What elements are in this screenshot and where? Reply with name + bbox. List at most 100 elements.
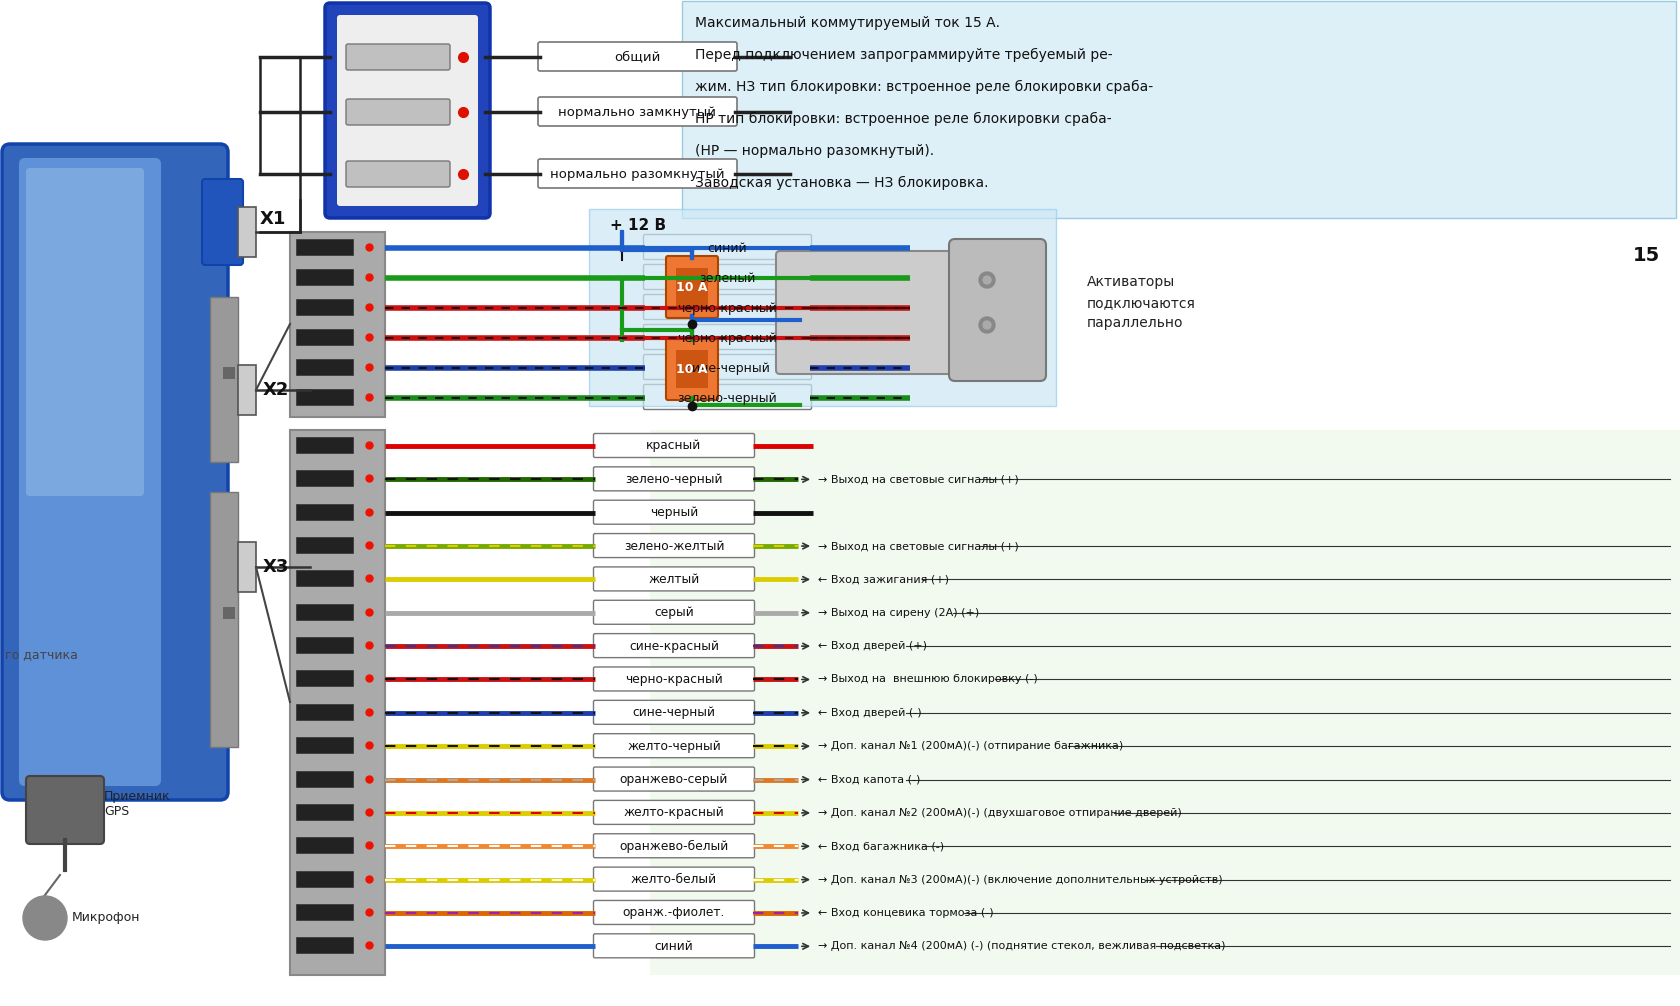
Text: сине-черный: сине-черный bbox=[632, 706, 716, 719]
FancyBboxPatch shape bbox=[538, 159, 736, 188]
FancyBboxPatch shape bbox=[593, 900, 754, 925]
FancyBboxPatch shape bbox=[593, 533, 754, 557]
Text: → Выход на световые сигналы (+): → Выход на световые сигналы (+) bbox=[818, 475, 1018, 484]
Text: → Доп. канал №2 (200мА)(-) (двухшаговое отпирание дверей): → Доп. канал №2 (200мА)(-) (двухшаговое … bbox=[818, 808, 1181, 818]
FancyBboxPatch shape bbox=[593, 434, 754, 458]
Bar bbox=[223, 607, 235, 619]
Bar bbox=[650, 430, 1680, 975]
Bar bbox=[210, 297, 239, 462]
Bar bbox=[291, 232, 385, 417]
Text: го датчика: го датчика bbox=[5, 649, 77, 662]
Text: желто-белый: желто-белый bbox=[630, 873, 717, 886]
FancyBboxPatch shape bbox=[25, 168, 144, 496]
Text: 15: 15 bbox=[1631, 245, 1660, 265]
Text: оранжево-серый: оранжево-серый bbox=[620, 773, 727, 786]
Text: ← Вход капота (-): ← Вход капота (-) bbox=[818, 775, 921, 785]
FancyBboxPatch shape bbox=[593, 834, 754, 858]
FancyBboxPatch shape bbox=[643, 384, 811, 409]
Bar bbox=[296, 329, 353, 345]
FancyBboxPatch shape bbox=[324, 3, 489, 218]
FancyBboxPatch shape bbox=[593, 700, 754, 724]
FancyBboxPatch shape bbox=[776, 252, 1018, 374]
Bar bbox=[296, 637, 353, 653]
Circle shape bbox=[983, 321, 991, 329]
Circle shape bbox=[978, 272, 995, 288]
FancyBboxPatch shape bbox=[336, 15, 477, 206]
Bar bbox=[296, 299, 353, 315]
FancyBboxPatch shape bbox=[643, 354, 811, 379]
FancyBboxPatch shape bbox=[665, 256, 717, 318]
Text: Микрофон: Микрофон bbox=[72, 911, 141, 925]
Text: желто-черный: желто-черный bbox=[627, 739, 721, 752]
Text: серый: серый bbox=[654, 607, 694, 620]
Bar bbox=[296, 938, 353, 954]
Text: 10 А: 10 А bbox=[675, 281, 707, 294]
Text: 10 А: 10 А bbox=[675, 362, 707, 375]
FancyBboxPatch shape bbox=[949, 239, 1045, 381]
Bar bbox=[291, 430, 385, 975]
Text: красный: красный bbox=[647, 440, 701, 453]
Text: → Доп. канал №3 (200мА)(-) (включение дополнительных устройств): → Доп. канал №3 (200мА)(-) (включение до… bbox=[818, 874, 1221, 884]
Text: Максимальный коммутируемый ток 15 А.: Максимальный коммутируемый ток 15 А. bbox=[694, 16, 1000, 30]
Bar bbox=[239, 542, 255, 592]
FancyBboxPatch shape bbox=[593, 500, 754, 524]
Text: X2: X2 bbox=[262, 381, 289, 399]
FancyBboxPatch shape bbox=[643, 265, 811, 290]
Bar bbox=[296, 670, 353, 686]
Bar bbox=[296, 771, 353, 787]
Text: синий: синий bbox=[707, 241, 748, 255]
Text: оранжево-белый: оранжево-белый bbox=[618, 840, 727, 853]
Bar bbox=[239, 207, 255, 257]
Text: Активаторы
подключаются
параллельно: Активаторы подключаются параллельно bbox=[1087, 275, 1194, 330]
Bar bbox=[296, 471, 353, 486]
Bar bbox=[296, 570, 353, 586]
FancyBboxPatch shape bbox=[202, 179, 244, 265]
Text: оранж.-фиолет.: оранж.-фиолет. bbox=[623, 906, 724, 919]
Text: жим. НЗ тип блокировки: встроенное реле блокировки сраба-: жим. НЗ тип блокировки: встроенное реле … bbox=[694, 80, 1152, 95]
Text: → Доп. канал №1 (200мА)(-) (отпирание багажника): → Доп. канал №1 (200мА)(-) (отпирание ба… bbox=[818, 741, 1122, 751]
Bar bbox=[296, 269, 353, 285]
Circle shape bbox=[24, 896, 67, 940]
FancyBboxPatch shape bbox=[593, 601, 754, 625]
Bar bbox=[296, 239, 353, 255]
FancyBboxPatch shape bbox=[593, 733, 754, 758]
Text: НР тип блокировки: встроенное реле блокировки сраба-: НР тип блокировки: встроенное реле блоки… bbox=[694, 112, 1110, 126]
FancyBboxPatch shape bbox=[665, 338, 717, 400]
FancyBboxPatch shape bbox=[2, 144, 228, 800]
FancyBboxPatch shape bbox=[538, 97, 736, 126]
FancyBboxPatch shape bbox=[346, 44, 450, 70]
FancyBboxPatch shape bbox=[593, 934, 754, 958]
Text: желто-красный: желто-красный bbox=[623, 807, 724, 820]
Bar bbox=[296, 437, 353, 453]
FancyBboxPatch shape bbox=[593, 467, 754, 491]
Text: (НР — нормально разомкнутый).: (НР — нормально разомкнутый). bbox=[694, 144, 934, 158]
Text: ← Вход зажигания (+): ← Вход зажигания (+) bbox=[818, 574, 949, 584]
FancyBboxPatch shape bbox=[18, 158, 161, 786]
Text: ← Вход дверей (-): ← Вход дверей (-) bbox=[818, 708, 921, 718]
Bar bbox=[296, 359, 353, 375]
Text: Заводская установка — НЗ блокировка.: Заводская установка — НЗ блокировка. bbox=[694, 176, 988, 190]
Text: общий: общий bbox=[613, 50, 660, 63]
Text: Перед подключением запрограммируйте требуемый ре-: Перед подключением запрограммируйте треб… bbox=[694, 48, 1112, 62]
Bar bbox=[296, 837, 353, 853]
Text: черно-красный: черно-красный bbox=[677, 302, 776, 315]
FancyBboxPatch shape bbox=[643, 234, 811, 260]
Text: зелено-желтый: зелено-желтый bbox=[623, 539, 724, 552]
FancyBboxPatch shape bbox=[682, 1, 1675, 218]
FancyBboxPatch shape bbox=[588, 209, 1055, 406]
Bar bbox=[296, 704, 353, 720]
Bar bbox=[296, 737, 353, 753]
Text: ← Вход дверей (+): ← Вход дверей (+) bbox=[818, 641, 926, 651]
Text: ← Вход концевика тормоза (-): ← Вход концевика тормоза (-) bbox=[818, 908, 993, 917]
FancyBboxPatch shape bbox=[346, 161, 450, 187]
Text: зелено-черный: зелено-черный bbox=[677, 391, 776, 404]
Text: Приемник
GPS: Приемник GPS bbox=[104, 790, 171, 818]
FancyBboxPatch shape bbox=[593, 567, 754, 591]
Text: + 12 В: + 12 В bbox=[610, 218, 665, 233]
Text: X3: X3 bbox=[262, 558, 289, 576]
Bar bbox=[675, 268, 707, 306]
FancyBboxPatch shape bbox=[593, 634, 754, 658]
FancyBboxPatch shape bbox=[593, 667, 754, 691]
Bar bbox=[296, 389, 353, 405]
Text: ← Вход багажника (-): ← Вход багажника (-) bbox=[818, 841, 944, 851]
